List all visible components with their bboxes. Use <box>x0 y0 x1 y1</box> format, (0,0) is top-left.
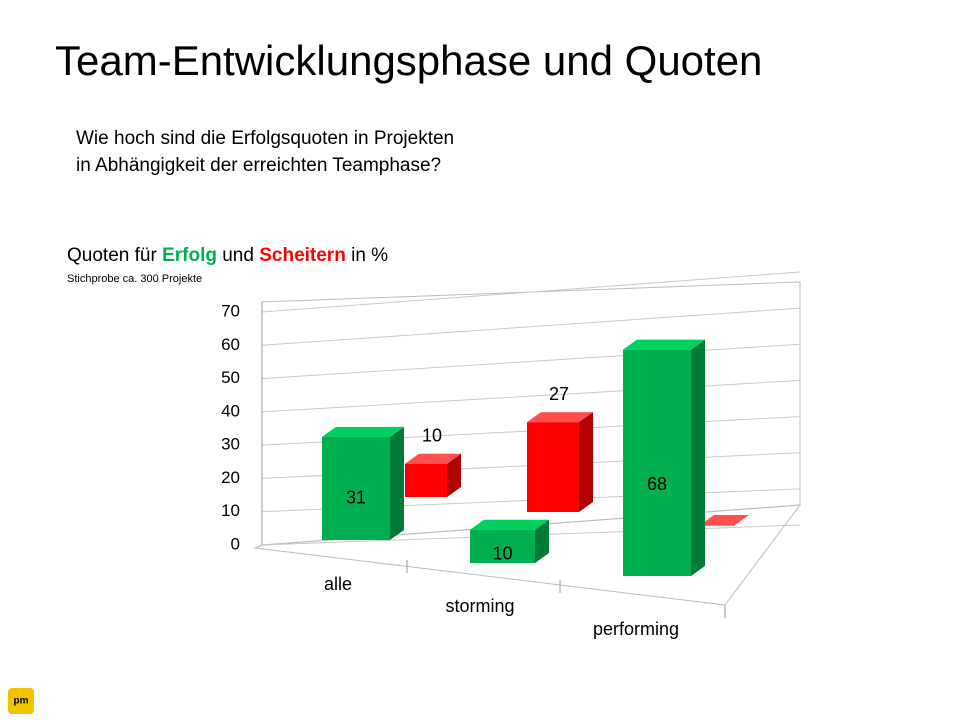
chart-title: Quoten für Erfolg und Scheitern in % <box>67 245 388 266</box>
bar-side <box>390 426 404 540</box>
grid-line <box>261 271 801 313</box>
bar-front <box>470 529 535 563</box>
bar-front <box>405 463 447 497</box>
bar <box>623 339 705 576</box>
logo <box>8 688 34 714</box>
grid-line <box>261 379 801 413</box>
grid-line <box>261 307 801 346</box>
title-part: Quoten für <box>67 245 157 266</box>
bar-front <box>623 349 691 576</box>
title-part: und <box>222 245 254 266</box>
y-tick-label: 60 <box>221 335 240 354</box>
x-tick-label: storming <box>445 596 514 616</box>
bar <box>405 453 461 497</box>
data-label: 10 <box>492 543 512 563</box>
bar <box>470 519 549 563</box>
question-line: Wie hoch sind die Erfolgsquoten in Proje… <box>76 128 454 149</box>
y-tick-label: 20 <box>221 468 240 487</box>
x-tick-label: performing <box>593 619 679 639</box>
chart-note: Stichprobe ca. 300 Projekte <box>67 273 202 285</box>
x-tick-label: alle <box>324 574 352 594</box>
data-label: 31 <box>346 487 366 507</box>
bar <box>322 426 404 540</box>
logo-text: pm <box>14 696 29 707</box>
y-tick-label: 30 <box>221 435 240 454</box>
bar <box>700 515 749 526</box>
bar-side <box>535 519 549 563</box>
plot: 0 10 20 30 40 50 60 70 10 27 31 10 68 alle storming per… <box>221 271 802 639</box>
legend-entry: Erfolg <box>162 245 217 266</box>
question-line: in Abhängigkeit der erreichten Teamphase… <box>76 155 441 176</box>
data-label: 10 <box>422 425 442 445</box>
bar-side <box>691 339 705 576</box>
y-tick-label: 70 <box>221 301 240 320</box>
y-tick-label: 0 <box>231 534 240 553</box>
bar-front <box>527 422 579 512</box>
data-label: 68 <box>647 474 667 494</box>
title-part: in % <box>351 245 388 266</box>
bar-side <box>447 453 461 497</box>
y-tick-label: 50 <box>221 368 240 387</box>
bar-top <box>470 519 549 530</box>
bar-side <box>579 412 593 512</box>
grid-line <box>261 343 801 380</box>
bar-top <box>322 426 404 437</box>
bar-top <box>405 453 461 464</box>
bar-top <box>527 412 593 423</box>
data-label: 27 <box>549 384 569 404</box>
bar-top <box>623 339 705 350</box>
slide-title: Team-Entwicklungsphase und Quoten <box>55 37 762 84</box>
bar-top <box>700 515 749 525</box>
y-tick-label: 10 <box>221 501 240 520</box>
legend-entry: Scheitern <box>259 245 346 266</box>
y-tick-label: 40 <box>221 401 240 420</box>
bar-front <box>322 436 390 540</box>
bar <box>527 412 593 512</box>
bar-front <box>700 525 735 526</box>
